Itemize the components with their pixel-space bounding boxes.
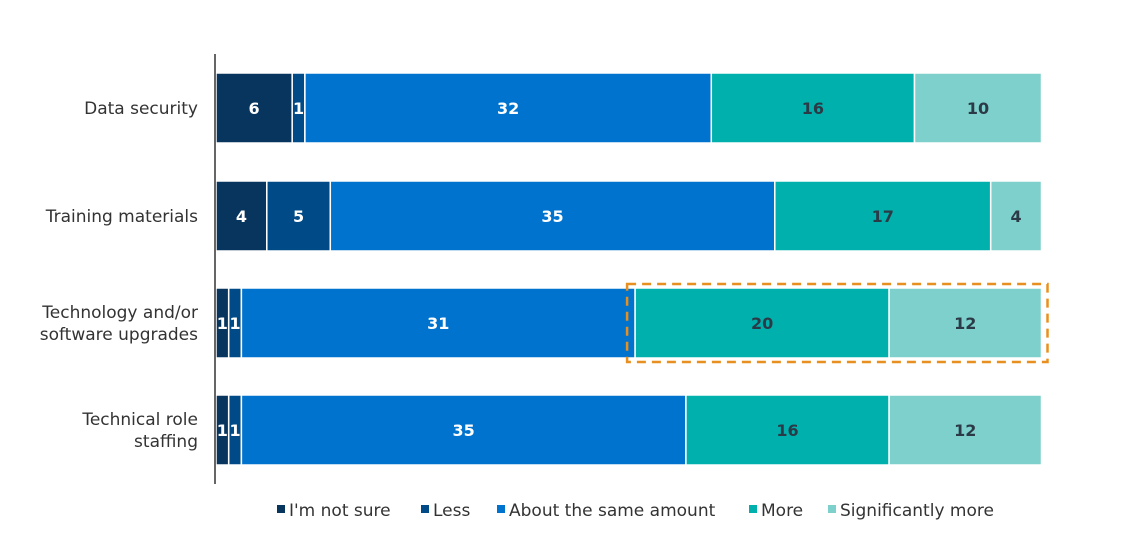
legend: I'm not sure Less About the same amount Mor… [277,501,994,521]
legend-label: Less [433,501,470,521]
data-label: 31 [427,314,449,333]
data-label: 17 [872,207,894,226]
data-label: 16 [802,99,824,118]
legend-swatch [749,505,757,513]
data-label: 6 [249,99,260,118]
data-label: 1 [293,99,304,118]
data-label: 32 [497,99,519,118]
data-label: 12 [954,421,976,440]
legend-swatch [421,505,429,513]
data-label: 12 [954,314,976,333]
legend-swatch [497,505,505,513]
bar-segment [888,394,1043,466]
bars-layer: 6 1 32 16 104 5 35 17 41 1 31 20 121 1 35 16 12 [215,72,1043,466]
highlight-layer [625,282,1049,364]
data-label: 20 [751,314,773,333]
bar-segment [329,180,776,252]
data-label: 1 [217,421,228,440]
data-label: 4 [1011,207,1022,226]
data-label: 1 [229,421,240,440]
bar-segment [685,394,890,466]
data-label: 35 [541,207,563,226]
bar-segment [215,180,268,252]
bar-segment [913,72,1043,144]
bar-segment [710,72,916,144]
bar-segment [989,180,1043,252]
category-label: Data security [84,99,198,119]
legend-label: I'm not sure [289,501,391,521]
data-label: 10 [967,99,989,118]
category-label: software upgrades [40,325,198,345]
bar-segment [888,287,1043,359]
legend-label: More [761,501,803,521]
data-label: 4 [236,207,247,226]
bar-segment [774,180,992,252]
legend-swatch [277,505,285,513]
legend-label: Significantly more [840,501,994,521]
bar-segment [304,72,713,144]
highlight-box [625,282,1049,364]
data-label: 16 [776,421,798,440]
category-label: Training materials [45,207,198,227]
data-label: 1 [229,314,240,333]
bar-segment [240,287,636,359]
data-label: 1 [217,314,228,333]
category-label: staffing [134,432,198,452]
bar-segment [240,394,687,466]
category-labels: Data security Training materials Technolog… [40,99,198,452]
bar-segment [215,72,293,144]
data-label: 35 [453,421,475,440]
legend-swatch [828,505,836,513]
data-label: 5 [293,207,304,226]
legend-label: About the same amount [509,501,716,521]
bar-segment [266,180,332,252]
category-label: Technology and/or [41,303,198,323]
bar-segment [634,287,890,359]
category-label: Technical role [81,410,198,430]
